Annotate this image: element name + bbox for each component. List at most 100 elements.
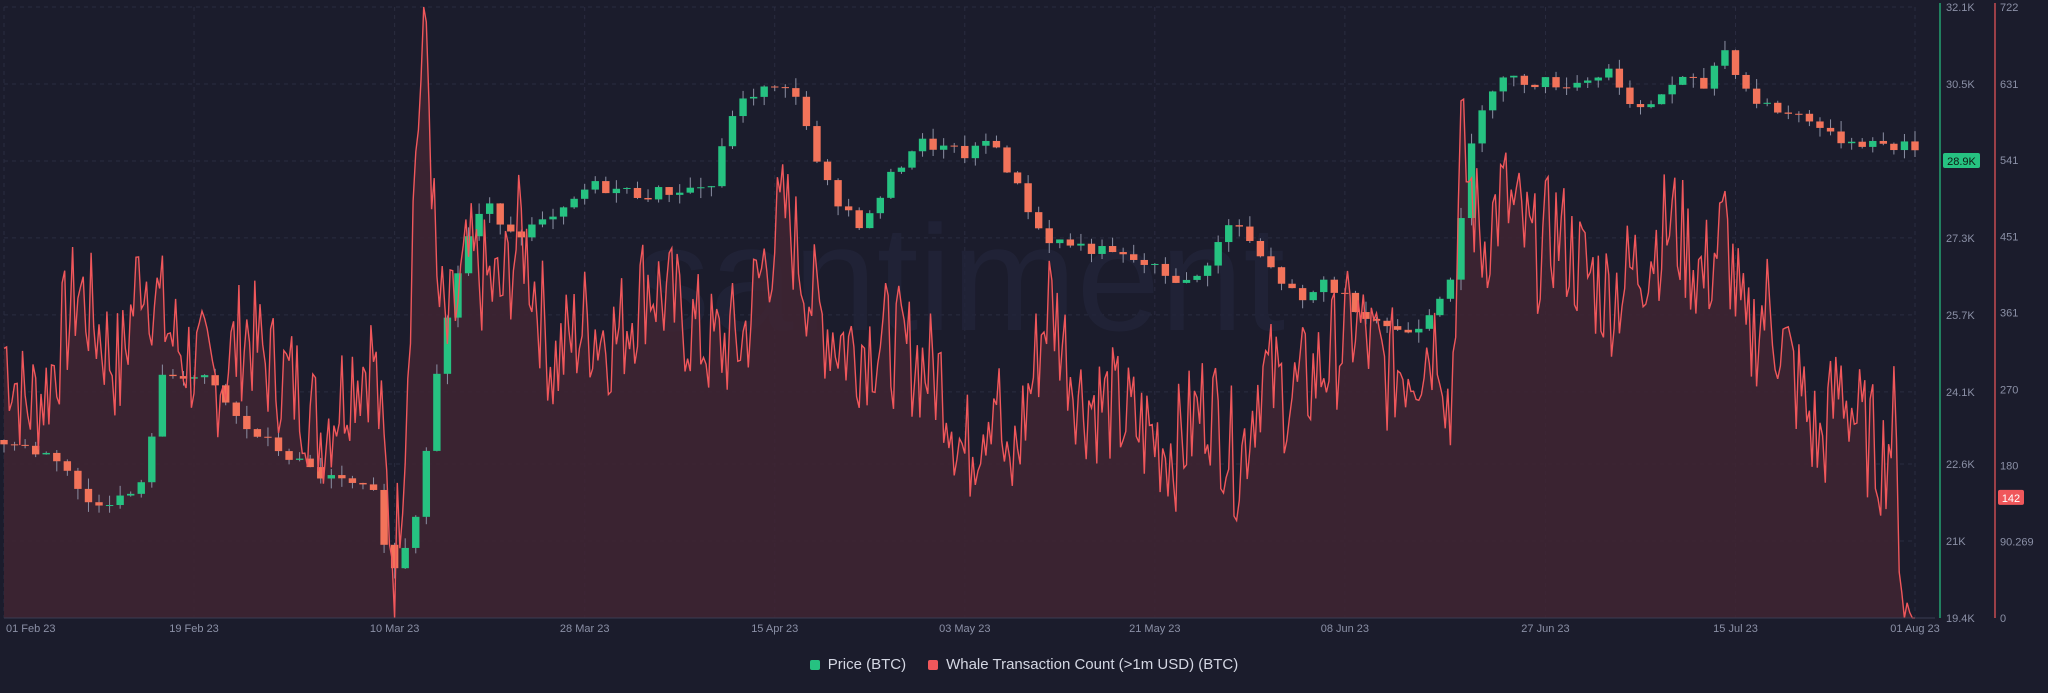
whale-line [3, 6, 1915, 619]
price-candle [517, 229, 526, 246]
price-candle [633, 181, 642, 200]
price-candle [654, 185, 663, 203]
price-candle [1066, 233, 1075, 248]
x-tick-label: 15 Apr 23 [751, 623, 798, 635]
price-candle [412, 515, 420, 554]
price-candle [1594, 76, 1602, 88]
price-candle [1161, 257, 1170, 284]
price-candle [1119, 247, 1127, 263]
price-candle [1056, 239, 1064, 249]
price-candle [1710, 62, 1719, 96]
price-candle [1541, 77, 1550, 94]
price-candle [1795, 111, 1803, 123]
price-candle [559, 206, 568, 225]
price-candle [887, 168, 895, 199]
x-tick-label: 10 Mar 23 [370, 623, 420, 635]
price-candle [169, 369, 177, 379]
price-candle [148, 433, 156, 488]
price-candle [433, 364, 441, 452]
price-candle [1605, 64, 1613, 81]
price-candle [1615, 59, 1624, 95]
price-candle [1784, 105, 1792, 120]
price-candle [823, 159, 832, 186]
price-candle [918, 133, 927, 157]
left-price-axis-ticks: 32.1K 30.5K 28.9K 27.3K 25.7K 24.1K 22.6K 21K 19… [1946, 2, 1975, 625]
left-tick-label: 25.7K [1946, 310, 1975, 322]
price-candle [1393, 319, 1402, 331]
price-candle [1077, 233, 1085, 251]
whale-area-fill [4, 7, 1915, 618]
price-candle [1562, 77, 1571, 96]
price-candle [1256, 238, 1265, 258]
price-candle [612, 180, 621, 203]
price-candle [1879, 132, 1888, 146]
price-candle [570, 196, 578, 209]
price-candle [485, 197, 494, 223]
price-candle [1584, 77, 1592, 88]
price-candle [1193, 274, 1201, 283]
price-current-label: 28.9K [1947, 156, 1976, 168]
price-candle [1140, 253, 1148, 274]
price-candle [105, 495, 114, 513]
price-candle [295, 452, 304, 462]
price-candle [422, 447, 431, 525]
price-candle [285, 448, 293, 465]
whale-legend-swatch [928, 659, 939, 670]
price-candle [507, 216, 515, 233]
x-tick-label: 21 May 23 [1129, 623, 1180, 635]
price-candle [359, 482, 367, 490]
price-candle [243, 405, 251, 439]
price-candle [855, 207, 863, 231]
right-tick-label: 270 [2000, 385, 2018, 397]
price-candle [961, 135, 969, 164]
price-candle [53, 450, 61, 472]
right-tick-label: 451 [2000, 231, 2018, 243]
price-candle [1826, 119, 1835, 136]
price-candle [401, 538, 409, 569]
price-candle [1837, 121, 1845, 149]
x-tick-label: 15 Jul 23 [1713, 623, 1758, 635]
price-candle [390, 542, 399, 579]
price-candle [897, 166, 906, 174]
x-tick-label: 19 Feb 23 [169, 623, 219, 635]
price-candle [950, 142, 958, 153]
price-candle [1003, 145, 1011, 174]
price-candle [1858, 138, 1866, 149]
x-tick-label: 08 Jun 23 [1321, 623, 1369, 635]
legend-item-whale-count[interactable]: Whale Transaction Count (>1m USD) (BTC) [928, 656, 1238, 673]
price-candle [137, 479, 145, 498]
price-legend-swatch [809, 659, 820, 670]
left-tick-label: 32.1K [1946, 2, 1975, 14]
price-candle [1510, 75, 1518, 87]
price-candle [1034, 206, 1043, 230]
price-candle [1130, 244, 1138, 263]
price-candle [1024, 175, 1032, 220]
left-tick-label: 21K [1946, 536, 1966, 548]
price-candle [0, 439, 8, 453]
price-candle [380, 483, 388, 553]
price-candle [1531, 84, 1539, 90]
right-tick-label: 631 [2000, 79, 2018, 91]
current-value-badges: 28.9K 142 [1943, 152, 2024, 505]
price-candle [63, 459, 72, 476]
left-tick-label: 27.3K [1946, 233, 1975, 245]
legend-item-price[interactable]: Price (BTC) [809, 656, 907, 673]
legend-label-price: Price (BTC) [827, 656, 907, 673]
price-candle [1446, 277, 1455, 302]
price-candle [496, 203, 504, 235]
price-candle [1225, 219, 1233, 252]
x-tick-label: 27 Jun 23 [1521, 623, 1569, 635]
price-candle [1520, 73, 1529, 94]
whale-line-series [3, 6, 1915, 619]
price-candle [1890, 142, 1898, 155]
price-candle [1763, 98, 1771, 107]
price-candle [1774, 100, 1782, 114]
price-candle [232, 401, 240, 424]
price-candle [749, 88, 758, 106]
price-candle [1657, 94, 1666, 105]
price-candle [1742, 72, 1750, 92]
price-candle [1013, 171, 1022, 185]
price-candle [813, 120, 821, 164]
chart-svg: santiment 01 Feb 23 19 Feb 23 10 Mar 23 28 … [0, 2, 2034, 635]
